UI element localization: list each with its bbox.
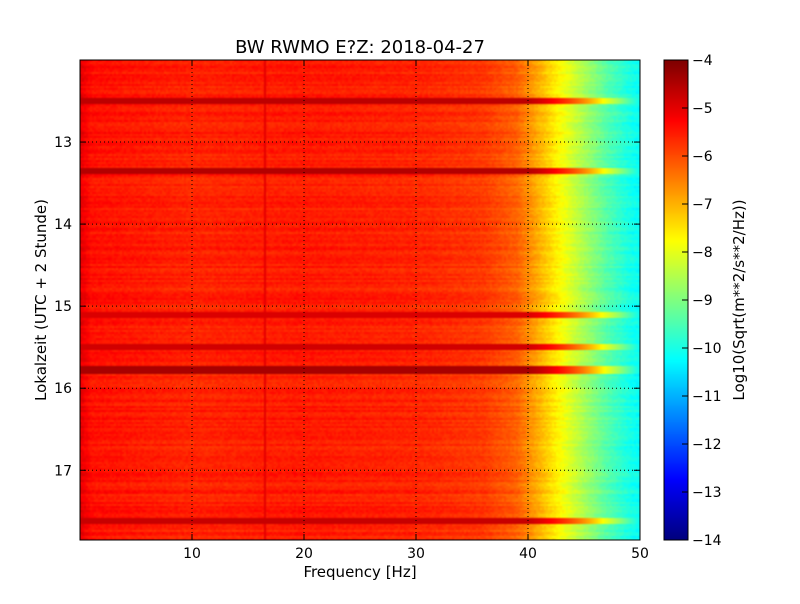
x-tick-label: 30 (407, 546, 425, 562)
colorbar-tick-label: −11 (692, 389, 722, 405)
y-tick-label: 16 (54, 381, 72, 397)
y-axis-label: Lokalzeit (UTC + 2 Stunde) (32, 199, 50, 401)
colorbar-tick-label: −7 (692, 197, 713, 213)
colorbar-tick-label: −4 (692, 53, 713, 69)
colorbar-tick-label: −12 (692, 437, 722, 453)
x-tick-label: 10 (183, 546, 201, 562)
colorbar-tick-label: −14 (692, 533, 722, 549)
chart-title: BW RWMO E?Z: 2018-04-27 (235, 37, 485, 58)
colorbar-tick-label: −8 (692, 245, 713, 261)
x-tick-label: 20 (295, 546, 313, 562)
x-tick-label: 50 (631, 546, 649, 562)
colorbar-label: Log10(Sqrt(m**2/s**2/Hz)) (730, 199, 748, 400)
y-tick-label: 17 (54, 463, 72, 479)
colorbar-tick-label: −6 (692, 149, 713, 165)
x-axis-label: Frequency [Hz] (303, 563, 416, 581)
y-tick-label: 13 (54, 135, 72, 151)
x-tick-label: 40 (519, 546, 537, 562)
colorbar-tick-label: −10 (692, 341, 722, 357)
y-tick-label: 15 (54, 299, 72, 315)
spectrogram-heatmap (80, 60, 640, 540)
y-tick-label: 14 (54, 217, 72, 233)
colorbar-tick-label: −13 (692, 485, 722, 501)
colorbar-tick-label: −5 (692, 101, 713, 117)
colorbar-tick-label: −9 (692, 293, 713, 309)
